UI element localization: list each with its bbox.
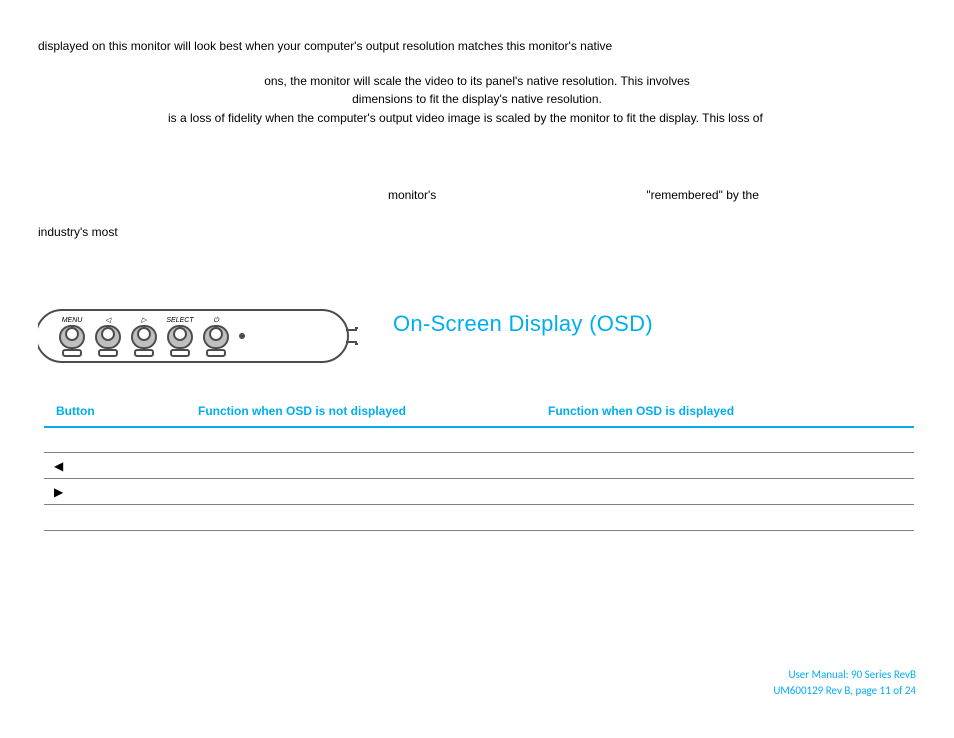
row-not-displayed: [194, 479, 544, 505]
control-panel-diagram: MENU◁▷SELECT⏻: [38, 306, 358, 376]
row-displayed: [544, 479, 914, 505]
body-line-1: displayed on this monitor will look best…: [38, 38, 916, 55]
table-row: ▶: [44, 479, 914, 505]
body-line-5a: monitor's: [388, 188, 436, 202]
page-root: displayed on this monitor will look best…: [0, 0, 954, 738]
row-displayed: [544, 427, 914, 453]
col-header-displayed: Function when OSD is displayed: [544, 398, 914, 427]
row-not-displayed: [194, 453, 544, 479]
row-button-symbol: ◀: [44, 453, 194, 479]
row-button-symbol: ▶: [44, 479, 194, 505]
col-header-button: Button: [44, 398, 194, 427]
footer-line-2: UM600129 Rev B, page 11 of 24: [773, 683, 916, 698]
table-row: [44, 505, 914, 531]
osd-table-header-row: Button Function when OSD is not displaye…: [44, 398, 914, 427]
row-displayed: [544, 505, 914, 531]
row-button-symbol: [44, 531, 194, 557]
row-button-symbol: [44, 505, 194, 531]
table-row: [44, 531, 914, 557]
body-line-4-text: is a loss of fidelity when the computer'…: [38, 110, 916, 127]
panel-button-label: ▷: [140, 317, 147, 324]
col-header-not-displayed: Function when OSD is not displayed: [194, 398, 544, 427]
row-displayed: [544, 531, 914, 557]
row-not-displayed: [194, 427, 544, 453]
table-row: ◀: [44, 453, 914, 479]
body-line-6: industry's most: [38, 224, 916, 241]
footer-line-1: User Manual: 90 Series RevB: [773, 667, 916, 682]
row-button-symbol: [44, 427, 194, 453]
body-line-2: ons, the monitor will scale the video to…: [38, 73, 916, 90]
body-line-3: dimensions to fit the display's native r…: [38, 91, 916, 108]
body-line-4: is a loss of fidelity when the computer'…: [38, 110, 916, 127]
osd-title: On-Screen Display (OSD): [393, 311, 653, 337]
osd-table: Button Function when OSD is not displaye…: [44, 398, 914, 557]
page-footer: User Manual: 90 Series RevB UM600129 Rev…: [773, 667, 916, 698]
body-line-5-row: monitor's "remembered" by the: [38, 188, 916, 202]
row-not-displayed: [194, 531, 544, 557]
panel-button-label: SELECT: [166, 317, 194, 324]
row-displayed: [544, 453, 914, 479]
row-not-displayed: [194, 505, 544, 531]
panel-button-label: MENU: [62, 317, 84, 324]
body-line-5b: "remembered" by the: [646, 188, 759, 202]
table-row: [44, 427, 914, 453]
